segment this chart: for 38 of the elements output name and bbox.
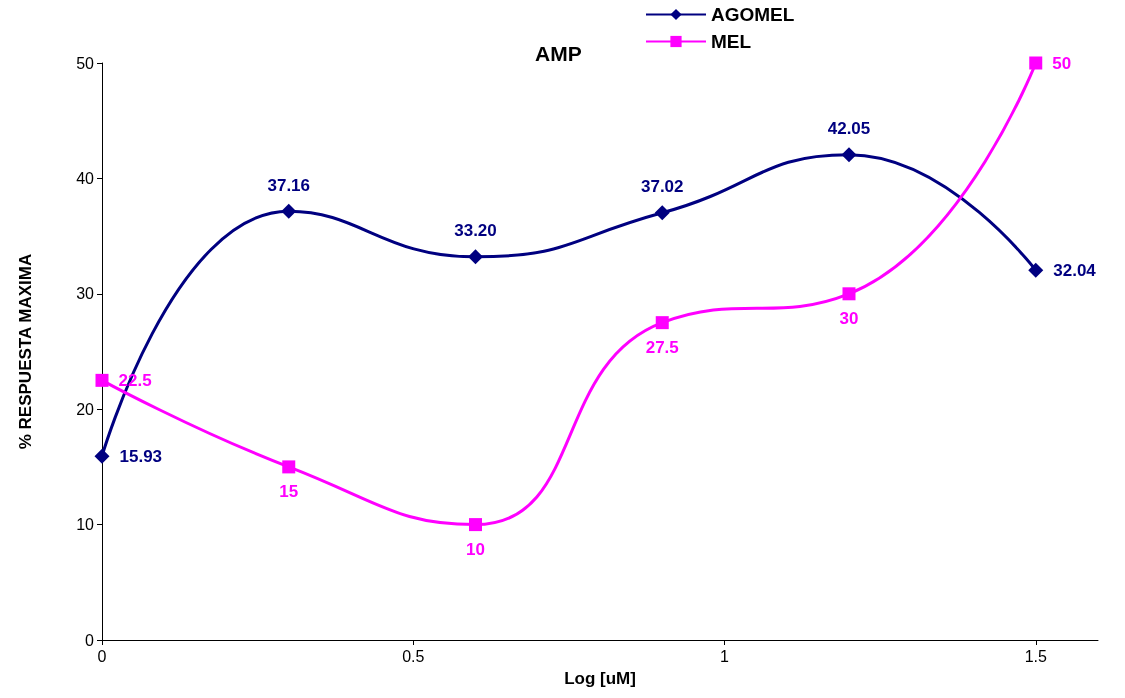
point xyxy=(468,249,483,265)
y-tick-label: 0 xyxy=(85,631,95,649)
data-label: 42.05 xyxy=(827,119,871,139)
x-tick-label: 0.5 xyxy=(402,647,425,665)
x-tick-label: 0 xyxy=(97,647,107,665)
data-label: 50 xyxy=(1052,53,1072,73)
point xyxy=(1028,262,1044,278)
x-tick-label: 1 xyxy=(720,647,730,665)
y-tick-label: 20 xyxy=(76,400,95,418)
point xyxy=(1029,56,1043,70)
point xyxy=(654,205,670,221)
data-label: 30 xyxy=(839,309,859,329)
y-tick-label: 10 xyxy=(76,516,95,534)
y-tick-label: 50 xyxy=(76,54,95,72)
point xyxy=(655,316,669,330)
point xyxy=(842,287,856,301)
data-label: 10 xyxy=(466,540,485,560)
data-label: 37.16 xyxy=(267,175,311,195)
data-label: 33.20 xyxy=(454,221,497,241)
data-label: 37.02 xyxy=(640,177,684,197)
y-tick-label: 40 xyxy=(76,169,95,187)
legend-label: AGOMEL xyxy=(711,4,795,25)
chart-title: AMP xyxy=(535,42,582,65)
x-axis-title: Log [uM] xyxy=(564,669,636,688)
point xyxy=(281,203,297,219)
data-label: 15.93 xyxy=(119,446,163,466)
point xyxy=(469,518,482,532)
data-label: 27.5 xyxy=(645,338,679,358)
data-label: 32.04 xyxy=(1053,260,1097,280)
point xyxy=(94,448,110,464)
y-tick-label: 30 xyxy=(76,285,95,303)
point xyxy=(841,147,857,163)
y-axis-title: % RESPUESTA MAXIMA xyxy=(16,253,35,450)
point xyxy=(95,373,109,387)
x-tick-label: 1.5 xyxy=(1024,647,1047,665)
point xyxy=(282,460,296,474)
data-label: 15 xyxy=(279,482,299,502)
legend-label: MEL xyxy=(711,31,752,52)
